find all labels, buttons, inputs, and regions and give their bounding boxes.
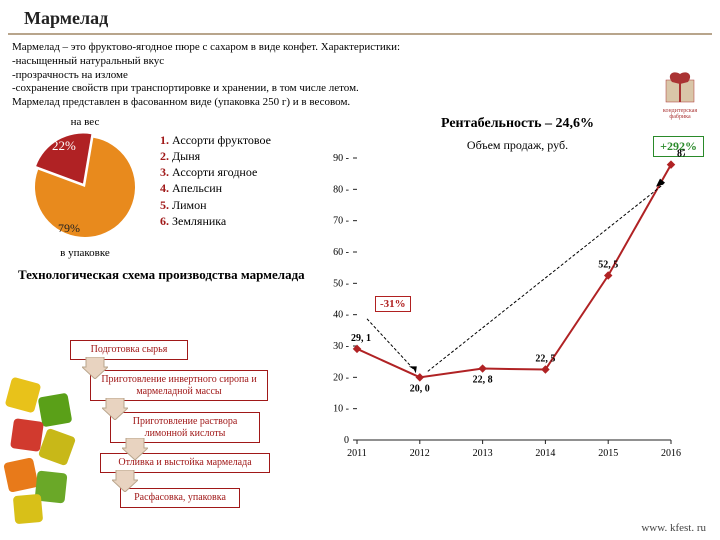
intro-line: -сохранение свойств при транспортировке … (12, 82, 708, 96)
svg-text:10 -: 10 - (333, 403, 349, 414)
intro-text: Мармелад – это фруктово-ягодное пюре с с… (0, 41, 720, 110)
pie-label-bottom: в упаковке (10, 247, 160, 259)
line-chart: Рентабельность – 24,6% Объем продаж, руб… (325, 116, 710, 259)
pie-chart: на вес 22% 79% в упаковке (10, 116, 160, 259)
svg-text:70 -: 70 - (333, 215, 349, 226)
svg-text:2016: 2016 (661, 448, 681, 459)
pie-svg (30, 132, 140, 242)
logo: кондитерскаяфабрика (652, 70, 708, 120)
list-item: 3. Ассорти ягодное (160, 164, 325, 180)
svg-text:2013: 2013 (473, 448, 493, 459)
svg-text:22, 5: 22, 5 (535, 353, 555, 364)
pie-label-top: на вес (10, 116, 160, 128)
svg-text:90 -: 90 - (333, 153, 349, 164)
svg-text:87, 9: 87, 9 (677, 148, 685, 159)
pie-slice-label-2: 79% (58, 221, 80, 236)
svg-text:60 -: 60 - (333, 247, 349, 258)
svg-text:22, 8: 22, 8 (473, 374, 493, 385)
list-item: 1. Ассорти фруктовое (160, 132, 325, 148)
svg-text:52, 5: 52, 5 (598, 259, 618, 270)
flavor-list: 1. Ассорти фруктовое 2. Дыня 3. Ассорти … (160, 116, 325, 259)
intro-line: Мармелад представлен в фасованном виде (… (12, 96, 708, 110)
divider (8, 33, 712, 35)
flow-arrow-icon (82, 357, 108, 379)
pie-slice-label-1: 22% (52, 138, 76, 154)
svg-text:20, 0: 20, 0 (410, 383, 430, 394)
flow-arrow-icon (102, 398, 128, 420)
flowchart: Подготовка сырья Приготовление инвертног… (10, 340, 310, 530)
chart-title: Рентабельность – 24,6% (325, 116, 710, 132)
flow-arrow-icon (122, 438, 148, 460)
svg-text:29, 1: 29, 1 (351, 333, 371, 344)
list-item: 6. Земляника (160, 213, 325, 229)
delta-badge-down: -31% (375, 296, 411, 312)
line-chart-svg: 0 10 - 20 - 30 - 40 - 50 - 60 - 70 - 80 - 90 - 201… (315, 146, 685, 466)
list-item: 2. Дыня (160, 148, 325, 164)
svg-text:80 -: 80 - (333, 184, 349, 195)
svg-text:2014: 2014 (535, 448, 555, 459)
svg-text:2015: 2015 (598, 448, 618, 459)
intro-line: Мармелад – это фруктово-ягодное пюре с с… (12, 41, 708, 55)
page-title: Мармелад (0, 0, 720, 33)
flow-arrow-icon (112, 470, 138, 492)
svg-text:30 -: 30 - (333, 341, 349, 352)
flow-box-2: Приготовление инвертного сиропа и мармел… (90, 370, 268, 401)
svg-text:40 -: 40 - (333, 309, 349, 320)
svg-text:2012: 2012 (410, 448, 430, 459)
svg-text:0: 0 (344, 435, 349, 446)
svg-text:2011: 2011 (347, 448, 367, 459)
intro-line: -насыщенный натуральный вкус (12, 55, 708, 69)
flow-box-5: Расфасовка, упаковка (120, 488, 240, 508)
list-item: 4. Апельсин (160, 180, 325, 196)
list-item: 5. Лимон (160, 197, 325, 213)
svg-text:20 -: 20 - (333, 372, 349, 383)
intro-line: -прозрачность на изломе (12, 69, 708, 83)
svg-text:50 -: 50 - (333, 278, 349, 289)
website-url: www. kfest. ru (641, 522, 706, 534)
logo-icon (660, 70, 700, 106)
